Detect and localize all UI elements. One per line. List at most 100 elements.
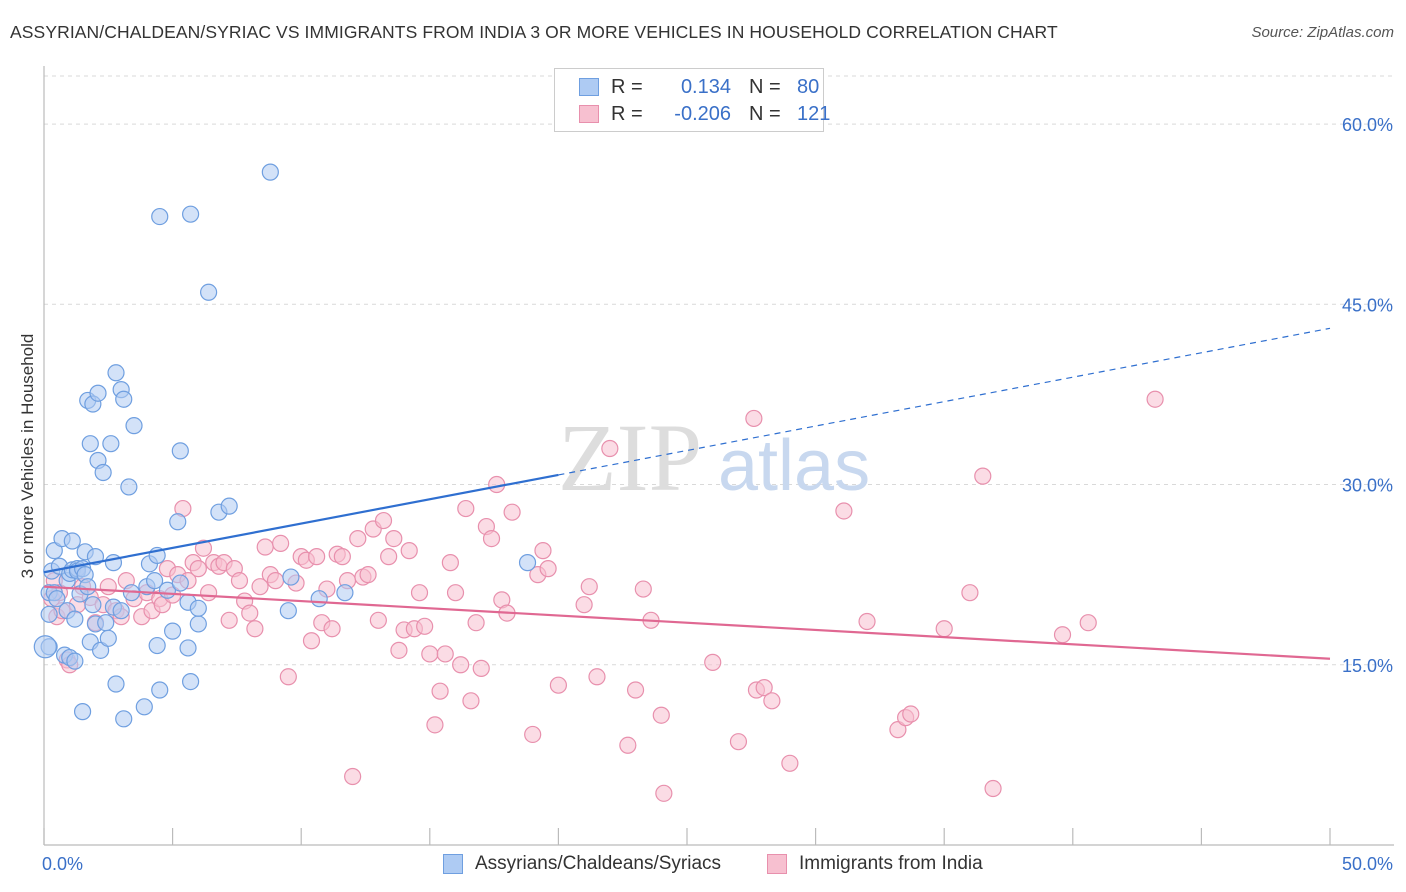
assyrian-point [189, 615, 207, 633]
assyrian-point [261, 163, 279, 181]
assyrian-point [97, 614, 115, 632]
y-tick-label: 15.0% [1342, 656, 1393, 676]
axes [43, 66, 1394, 846]
india-point [323, 620, 341, 638]
x-tick-label-max: 50.0% [1342, 854, 1393, 874]
assyrian-point [182, 672, 200, 691]
india-point [421, 645, 439, 663]
watermark: ZIP atlas [558, 404, 870, 511]
india-point [902, 705, 920, 723]
assyrian-point [336, 584, 354, 602]
india-point [431, 682, 449, 700]
india-point [472, 659, 490, 677]
india-point [1146, 390, 1164, 408]
bottom-legend-assyrian: Assyrians/Chaldeans/Syriacs [443, 852, 721, 876]
legend-n-label: N = [749, 75, 781, 98]
assyrian-point [179, 639, 197, 657]
india-point [935, 620, 953, 638]
source-label: Source: ZipAtlas.com [1251, 24, 1394, 41]
india-point [359, 566, 377, 584]
india-point [889, 721, 907, 739]
india-point [344, 767, 362, 786]
india-point [467, 614, 485, 632]
india-point [256, 538, 274, 556]
assyrian-point [112, 602, 130, 620]
legend-row-india: R = -0.206 N = 121 [579, 102, 830, 126]
assyrian-point [86, 548, 105, 566]
assyrian-point [84, 596, 102, 614]
assyrian-trend-line [43, 473, 559, 574]
india-point [349, 530, 367, 548]
india-point [390, 641, 408, 659]
india-point [302, 632, 321, 650]
assyrian-point [200, 283, 218, 301]
y-tick-label: 45.0% [1342, 295, 1393, 315]
india-point [194, 539, 213, 557]
india-point [601, 439, 619, 458]
india-point [482, 530, 501, 548]
assyrian-point [33, 635, 57, 659]
assyrian-point [151, 207, 169, 226]
assyrian-point [164, 622, 182, 640]
data-points [33, 163, 1164, 802]
assyrian-trend-extension [558, 327, 1331, 476]
india-point [266, 572, 285, 590]
legend-swatch-pink [579, 105, 599, 123]
assyrian-point [99, 629, 117, 647]
assyrian-point [66, 652, 84, 670]
india-point [369, 611, 387, 629]
india-point [308, 548, 326, 566]
india-point [99, 578, 117, 596]
assyrian-point [151, 681, 169, 699]
india-point [230, 572, 249, 590]
india-point [652, 706, 670, 724]
stats-legend: R = 0.134 N = 80 R = -0.206 N = 121 [554, 68, 830, 132]
assyrian-point [89, 384, 107, 402]
india-point [619, 736, 637, 754]
india-point [984, 779, 1002, 798]
assyrian-point [182, 205, 200, 223]
bottom-legend-label: Assyrians/Chaldeans/Syriacs [475, 853, 722, 874]
watermark-zip: ZIP [558, 404, 702, 511]
assyrian-point [145, 572, 164, 590]
india-point [634, 580, 652, 598]
india-point [858, 612, 876, 631]
india-point [220, 611, 238, 629]
legend-swatch-blue [579, 78, 599, 96]
assyrian-point [220, 497, 238, 515]
assyrian-point [102, 435, 120, 453]
india-point [704, 653, 722, 671]
assyrian-point [120, 478, 138, 496]
assyrian-point [282, 568, 300, 586]
india-point [655, 784, 673, 802]
assyrian-point [48, 590, 66, 608]
india-point [549, 676, 568, 694]
india-point [189, 560, 207, 578]
bottom-legend-swatch-blue [443, 854, 463, 874]
india-point [626, 681, 645, 699]
india-point [462, 692, 480, 710]
india-point [272, 534, 290, 553]
legend-r-value: 0.134 [680, 75, 731, 98]
assyrian-point [107, 364, 125, 382]
india-point [374, 511, 393, 530]
y-tick-label: 30.0% [1342, 476, 1393, 496]
assyrian-point [135, 698, 153, 716]
assyrian-point [45, 542, 63, 560]
india-point [436, 645, 454, 663]
india-point [385, 530, 403, 548]
watermark-atlas: atlas [718, 426, 870, 506]
assyrian-point [79, 578, 97, 596]
trend-lines [43, 327, 1331, 660]
india-point [400, 542, 418, 560]
india-point [763, 692, 781, 710]
india-point [416, 617, 434, 635]
india-point [539, 560, 557, 578]
assyrian-point [63, 532, 81, 550]
india-point [410, 584, 429, 602]
bottom-legend-label: Immigrants from India [799, 853, 983, 874]
india-point [200, 584, 218, 602]
india-point [575, 596, 593, 614]
india-point [380, 548, 398, 566]
